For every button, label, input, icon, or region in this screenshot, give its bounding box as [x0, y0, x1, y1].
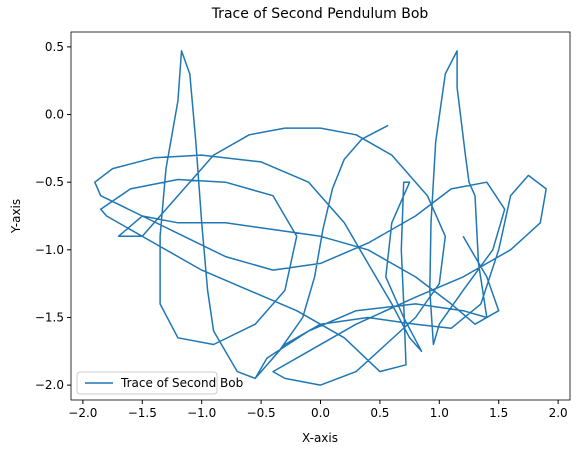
y-tick-label: −1.0	[35, 243, 64, 257]
y-tick-label: 0.5	[45, 40, 64, 54]
legend-label: Trace of Second Bob	[120, 376, 243, 390]
x-tick-label: 2.0	[549, 406, 568, 420]
x-tick-label: −0.5	[247, 406, 276, 420]
y-axis-label: Y-axis	[9, 199, 23, 234]
legend-box	[76, 371, 218, 395]
x-tick-label: 1.0	[430, 406, 449, 420]
y-tick-label: −0.5	[35, 175, 64, 189]
chart-title: Trace of Second Pendulum Bob	[211, 6, 429, 22]
trace-line	[94, 50, 547, 386]
y-tick-label: −1.5	[35, 310, 64, 324]
x-axis-label: X-axis	[302, 431, 338, 445]
y-tick-label: −2.0	[35, 378, 64, 392]
x-tick-label: 1.5	[489, 406, 508, 420]
x-tick-label: 0.0	[311, 406, 330, 420]
y-tick-label: 0.0	[45, 108, 64, 122]
plot-frame	[70, 31, 571, 401]
x-tick-label: −2.0	[68, 406, 97, 420]
x-tick-label: −1.0	[187, 406, 216, 420]
x-tick-label: −1.5	[128, 406, 157, 420]
x-tick-label: 0.5	[370, 406, 389, 420]
